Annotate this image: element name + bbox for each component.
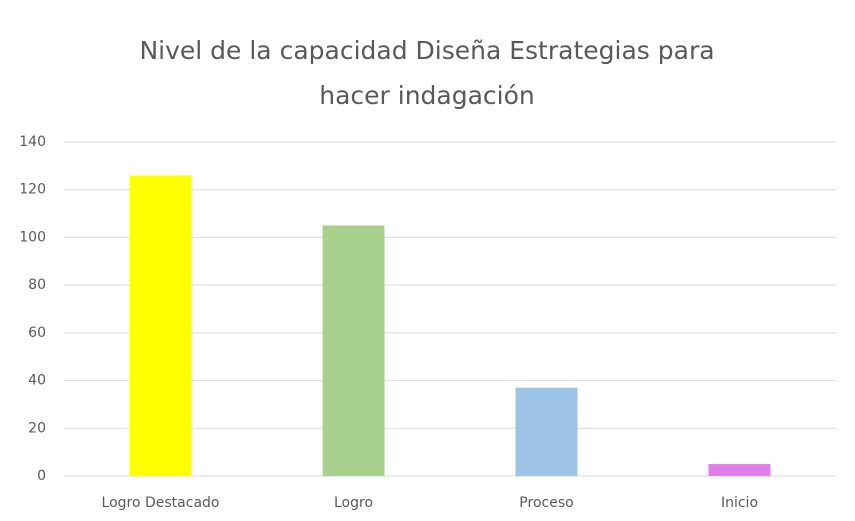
y-tick-label: 0	[37, 468, 46, 484]
x-tick-label: Logro	[334, 495, 373, 511]
x-tick-label: Inicio	[721, 495, 758, 511]
y-tick-label: 40	[28, 373, 46, 389]
y-tick-label: 60	[28, 325, 46, 341]
y-tick-label: 20	[28, 420, 46, 436]
bar	[129, 175, 192, 476]
x-tick-label: Logro Destacado	[102, 495, 220, 511]
bar	[515, 387, 578, 476]
y-tick-label: 120	[19, 182, 46, 198]
y-tick-label: 80	[28, 277, 46, 293]
y-tick-label: 140	[19, 134, 46, 150]
chart-title: Nivel de la capacidad Diseña Estrategias…	[139, 36, 715, 110]
bar	[708, 464, 771, 476]
y-tick-label: 100	[19, 229, 46, 245]
bar	[322, 225, 385, 476]
x-tick-label: Proceso	[519, 495, 573, 511]
